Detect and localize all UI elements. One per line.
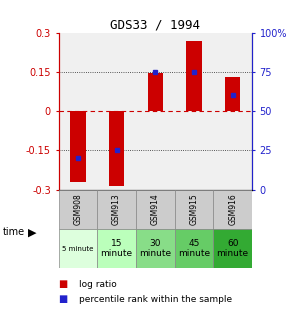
Text: 5 minute: 5 minute: [62, 246, 94, 251]
Bar: [175, 190, 213, 229]
Text: GSM913: GSM913: [112, 193, 121, 225]
Text: log ratio: log ratio: [79, 280, 117, 289]
Text: GSM915: GSM915: [190, 193, 198, 225]
Text: ■: ■: [59, 280, 68, 289]
Text: 30
minute: 30 minute: [139, 239, 171, 258]
Text: 45
minute: 45 minute: [178, 239, 210, 258]
Title: GDS33 / 1994: GDS33 / 1994: [110, 19, 200, 31]
Bar: [97, 229, 136, 268]
Bar: [136, 229, 175, 268]
Bar: [97, 190, 136, 229]
Text: GSM914: GSM914: [151, 193, 160, 225]
Bar: [225, 77, 240, 111]
Bar: [109, 111, 124, 186]
Bar: [148, 73, 163, 111]
Text: 15
minute: 15 minute: [100, 239, 133, 258]
Text: ■: ■: [59, 294, 68, 304]
Bar: [213, 229, 252, 268]
Text: 60
minute: 60 minute: [217, 239, 249, 258]
Bar: [175, 229, 213, 268]
Bar: [59, 190, 97, 229]
Text: time: time: [3, 227, 25, 237]
Text: GSM916: GSM916: [228, 193, 237, 225]
Bar: [213, 190, 252, 229]
Bar: [186, 41, 202, 111]
Text: ▶: ▶: [28, 227, 36, 237]
Bar: [70, 111, 86, 182]
Text: GSM908: GSM908: [74, 193, 82, 225]
Bar: [59, 229, 97, 268]
Text: percentile rank within the sample: percentile rank within the sample: [79, 295, 232, 304]
Bar: [136, 190, 175, 229]
